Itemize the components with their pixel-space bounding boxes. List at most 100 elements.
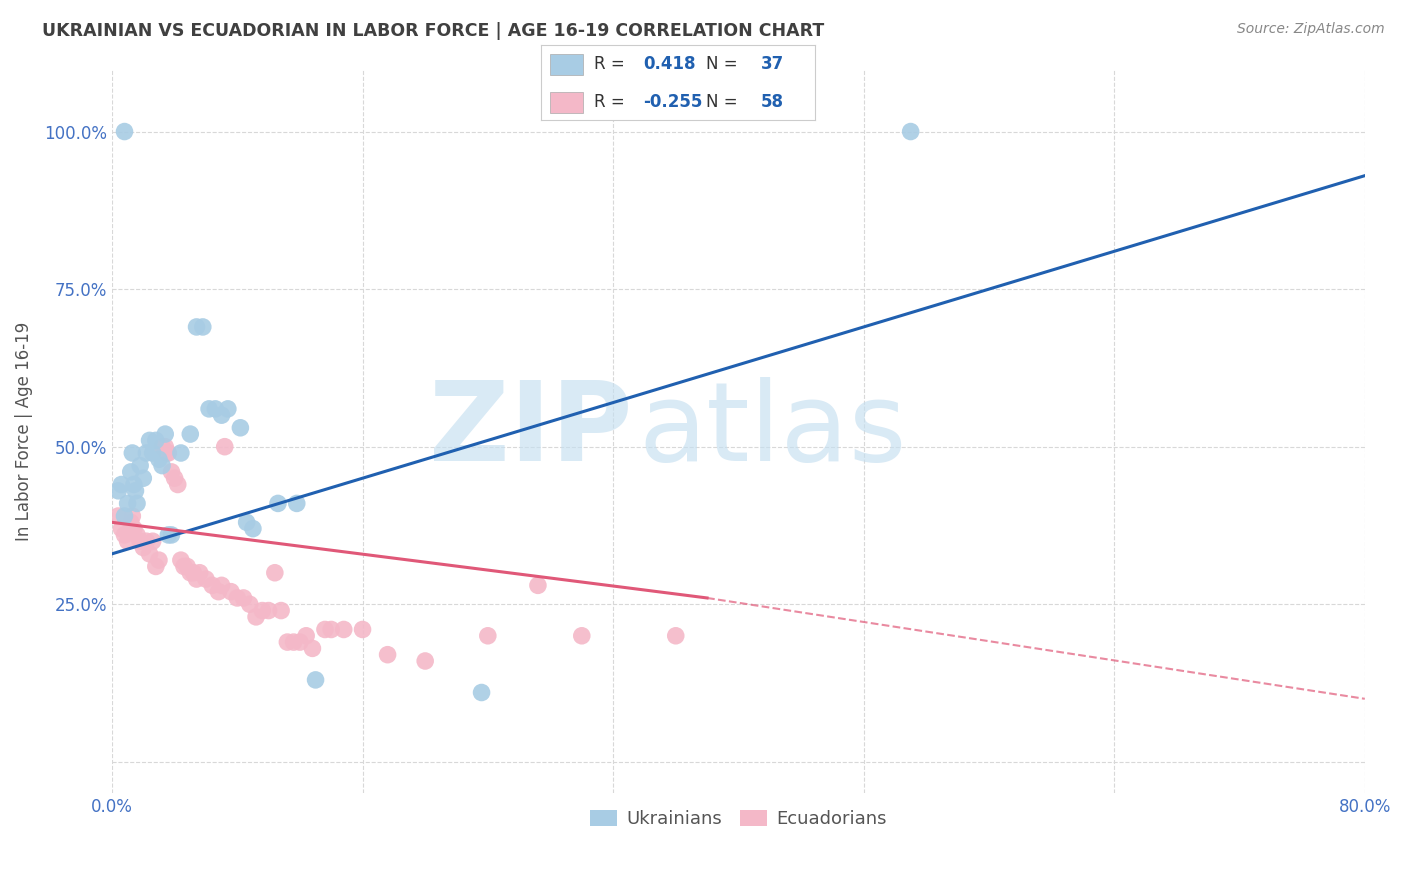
Point [245, 610, 267, 624]
Point [125, 496, 148, 510]
Point [173, 559, 195, 574]
Point [276, 635, 298, 649]
Point [125, 528, 148, 542]
Point [163, 471, 186, 485]
Y-axis label: In Labor Force | Age 16-19: In Labor Force | Age 16-19 [15, 321, 32, 541]
Point [157, 446, 180, 460]
Legend: Ukrainians, Ecuadorians: Ukrainians, Ecuadorians [583, 802, 894, 835]
Point [142, 446, 165, 460]
Bar [550, 54, 582, 75]
Text: atlas: atlas [638, 377, 907, 484]
Point [229, 421, 252, 435]
Text: 37: 37 [761, 55, 785, 73]
Point [201, 578, 224, 592]
Point [194, 572, 217, 586]
Point [135, 446, 157, 460]
Text: 58: 58 [761, 94, 783, 112]
Point [120, 465, 142, 479]
Point [117, 496, 139, 510]
Point [132, 541, 155, 555]
Point [527, 578, 550, 592]
Text: UKRAINIAN VS ECUADORIAN IN LABOR FORCE | AGE 16-19 CORRELATION CHART: UKRAINIAN VS ECUADORIAN IN LABOR FORCE |… [42, 22, 824, 40]
Point [267, 496, 290, 510]
Point [121, 509, 143, 524]
Point [110, 477, 132, 491]
Point [148, 553, 170, 567]
Point [138, 434, 160, 448]
Point [121, 446, 143, 460]
Point [107, 509, 129, 524]
Point [191, 320, 214, 334]
Point [129, 458, 152, 473]
Point [114, 124, 136, 138]
Point [263, 566, 285, 580]
Point [148, 452, 170, 467]
Point [124, 483, 146, 498]
Point [332, 623, 354, 637]
Point [211, 578, 233, 592]
Point [413, 654, 436, 668]
Point [170, 553, 193, 567]
Point [142, 534, 165, 549]
Point [352, 623, 374, 637]
Point [107, 483, 129, 498]
Point [207, 584, 229, 599]
Point [110, 522, 132, 536]
Point [166, 477, 188, 491]
Point [188, 566, 211, 580]
Text: -0.255: -0.255 [643, 94, 702, 112]
Point [138, 547, 160, 561]
Point [226, 591, 249, 605]
Point [283, 635, 305, 649]
Text: 0.418: 0.418 [643, 55, 695, 73]
Point [900, 124, 922, 138]
Point [377, 648, 399, 662]
Point [114, 528, 136, 542]
Point [295, 629, 318, 643]
Point [270, 603, 292, 617]
Point [219, 584, 242, 599]
Point [304, 673, 326, 687]
Point [179, 566, 201, 580]
Point [170, 446, 193, 460]
Point [122, 522, 145, 536]
Point [150, 458, 173, 473]
Point [471, 685, 494, 699]
Point [239, 597, 262, 611]
Point [204, 401, 226, 416]
Point [155, 427, 177, 442]
Point [160, 528, 183, 542]
Point [132, 471, 155, 485]
Point [183, 566, 205, 580]
Point [145, 434, 167, 448]
Point [114, 509, 136, 524]
Point [129, 534, 152, 549]
Text: R =: R = [593, 55, 630, 73]
Point [301, 641, 323, 656]
Point [321, 623, 343, 637]
Point [252, 603, 274, 617]
Point [186, 320, 208, 334]
Point [242, 522, 264, 536]
Point [257, 603, 280, 617]
Point [288, 635, 311, 649]
Point [186, 572, 208, 586]
Text: Source: ZipAtlas.com: Source: ZipAtlas.com [1237, 22, 1385, 37]
Point [145, 559, 167, 574]
Point [117, 534, 139, 549]
Point [150, 440, 173, 454]
Point [135, 534, 157, 549]
Point [314, 623, 336, 637]
Point [211, 408, 233, 422]
Point [571, 629, 593, 643]
Bar [550, 92, 582, 112]
Point [665, 629, 688, 643]
Point [179, 427, 201, 442]
Point [157, 528, 180, 542]
Point [214, 440, 236, 454]
Point [155, 440, 177, 454]
Point [235, 516, 257, 530]
Point [217, 401, 239, 416]
Text: ZIP: ZIP [429, 377, 631, 484]
Text: N =: N = [706, 94, 742, 112]
